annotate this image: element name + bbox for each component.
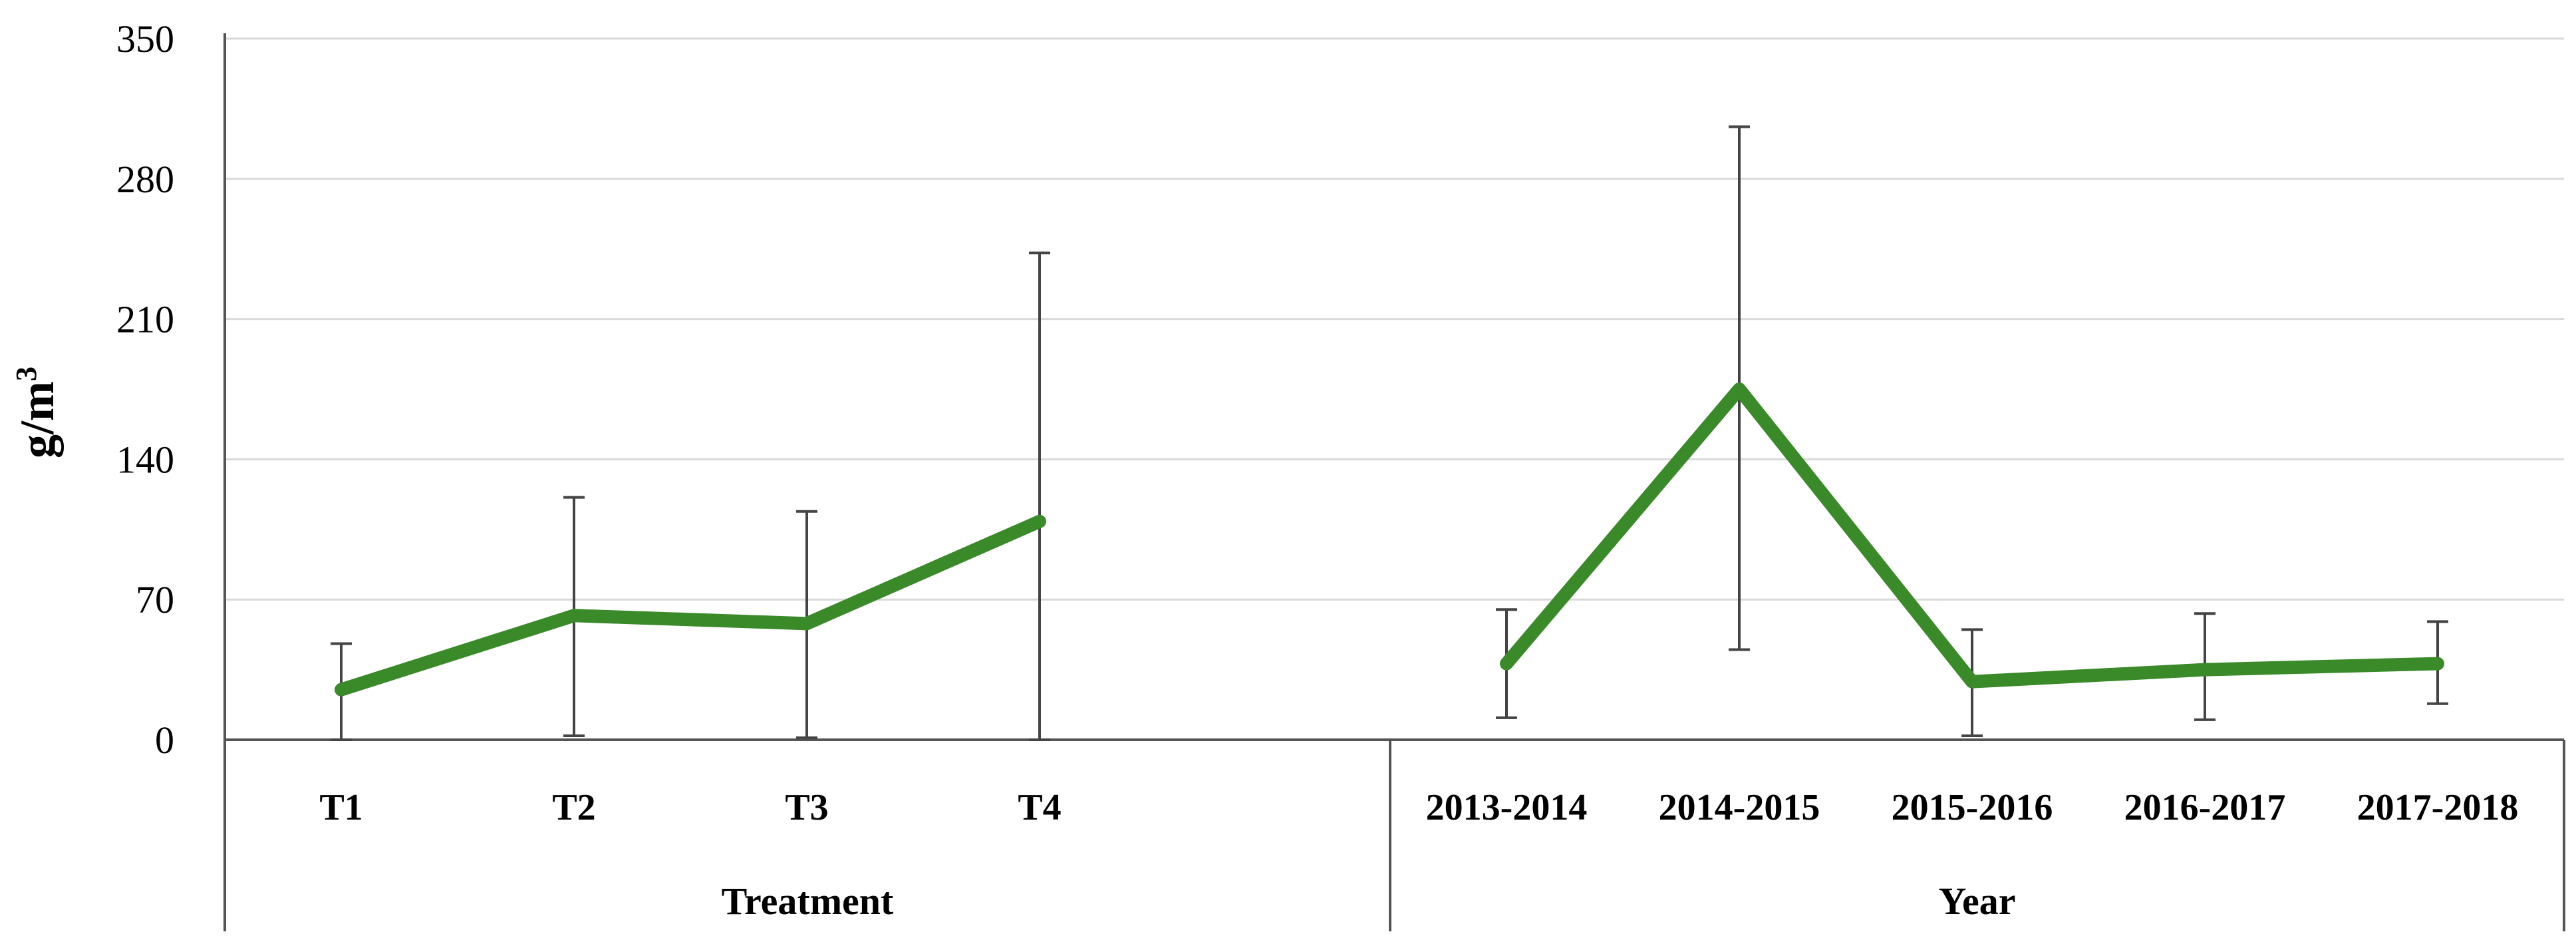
y-tick-label: 210 <box>116 298 174 341</box>
x-tick-label: T1 <box>319 787 362 828</box>
x-tick-label: T3 <box>785 787 828 828</box>
group-labels: Treatment Year <box>722 879 2016 923</box>
gridlines <box>225 37 2564 601</box>
y-tick-labels: 0 70 140 210 280 350 <box>116 17 174 762</box>
series-lines <box>335 383 2444 697</box>
y-tick-label: 140 <box>116 438 174 481</box>
group-label: Treatment <box>722 879 894 923</box>
y-tick-label: 350 <box>116 17 174 61</box>
y-axis-label-text: g/m <box>11 381 64 458</box>
x-tick-label: 2013-2014 <box>1426 787 1588 828</box>
x-tick-label: 2016-2017 <box>2124 787 2286 828</box>
series-line-year <box>1500 383 2444 689</box>
y-axis-label-superscript: 3 <box>10 367 43 381</box>
error-bars <box>331 125 2448 741</box>
y-axis-label: g/m3 <box>10 367 64 458</box>
x-tick-labels: T1 T2 T3 T4 2013-2014 2014-2015 2015-2016 2016-… <box>319 787 2518 828</box>
axes <box>223 33 2565 931</box>
series-line-treatment <box>335 514 1046 697</box>
y-tick-label: 0 <box>155 718 174 762</box>
x-tick-label: T4 <box>1018 787 1061 828</box>
y-tick-label: 70 <box>136 578 174 621</box>
x-tick-label: 2017-2018 <box>2357 787 2519 828</box>
x-tick-label: T2 <box>552 787 595 828</box>
group-label: Year <box>1939 879 2016 923</box>
x-tick-label: 2015-2016 <box>1892 787 2053 828</box>
y-tick-label: 280 <box>116 158 174 201</box>
x-tick-label: 2014-2015 <box>1659 787 1820 828</box>
